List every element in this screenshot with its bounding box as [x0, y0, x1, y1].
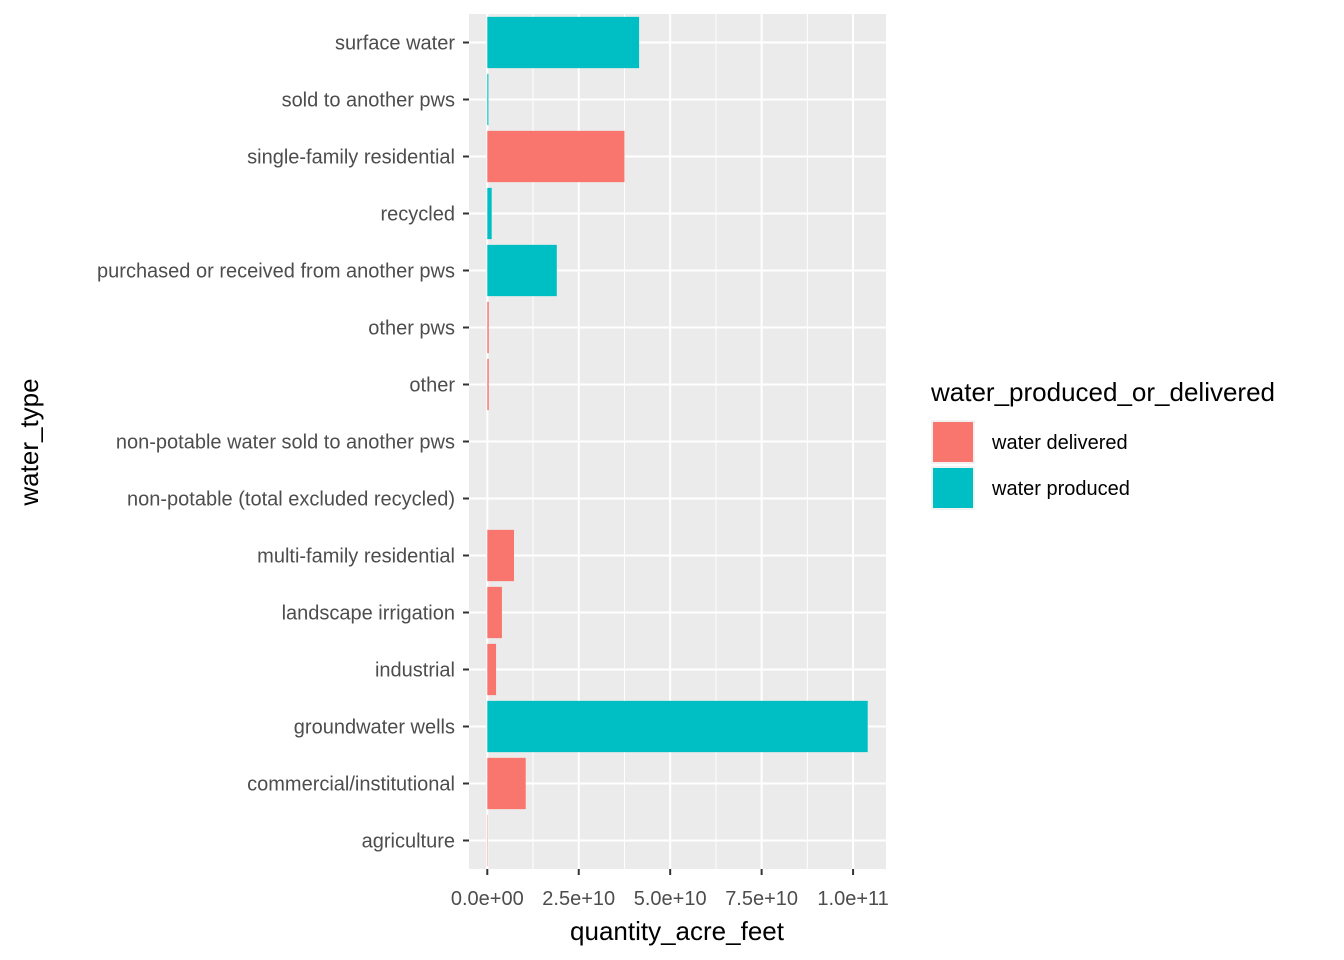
x-tick-label: 0.0e+00 — [451, 888, 524, 910]
y-tick-label: non-potable water sold to another pws — [116, 432, 455, 454]
y-tick-label: industrial — [375, 660, 455, 682]
bar — [487, 244, 557, 297]
y-tick-label: other — [409, 375, 455, 397]
y-tick-label: non-potable (total excluded recycled) — [127, 489, 455, 511]
y-tick-label: multi-family residential — [257, 546, 455, 568]
legend-label: water delivered — [991, 432, 1128, 454]
bar — [487, 16, 640, 69]
x-tick-label: 5.0e+10 — [634, 888, 707, 910]
y-tick-label: other pws — [368, 318, 455, 340]
legend-label: water produced — [991, 478, 1130, 500]
bar — [487, 301, 489, 354]
y-tick-label: surface water — [335, 33, 455, 55]
y-tick-label: agriculture — [362, 831, 455, 853]
x-axis-title: quantity_acre_feet — [570, 916, 785, 946]
y-tick-label: groundwater wells — [294, 717, 455, 739]
legend-swatch — [933, 422, 973, 462]
legend: water_produced_or_delivered water delive… — [930, 377, 1275, 510]
bar — [487, 700, 868, 753]
bar — [487, 643, 497, 696]
legend-swatch — [933, 468, 973, 508]
bar — [487, 586, 502, 639]
bar — [487, 130, 625, 183]
legend-items: water delivered water produced — [931, 420, 1130, 510]
y-tick-label: landscape irrigation — [282, 603, 455, 625]
y-tick-label: recycled — [381, 204, 455, 226]
bar — [487, 529, 514, 582]
y-tick-label: commercial/institutional — [247, 774, 455, 796]
bar — [487, 187, 492, 240]
y-tick-label: sold to another pws — [282, 90, 455, 112]
bars — [487, 16, 868, 867]
y-tick-label: purchased or received from another pws — [97, 261, 455, 283]
bar — [487, 358, 489, 411]
y-axis-title: water_type — [14, 378, 44, 506]
legend-title: water_produced_or_delivered — [930, 377, 1275, 407]
x-axis: 0.0e+00 2.5e+10 5.0e+10 7.5e+10 1.0e+11 — [451, 869, 889, 910]
y-axis: surface water sold to another pws single-f… — [97, 33, 469, 853]
bar — [487, 73, 489, 126]
x-tick-label: 2.5e+10 — [542, 888, 615, 910]
y-tick-label: single-family residential — [247, 147, 455, 169]
x-tick-label: 1.0e+11 — [817, 888, 888, 910]
x-tick-label: 7.5e+10 — [725, 888, 798, 910]
bar — [487, 757, 526, 810]
